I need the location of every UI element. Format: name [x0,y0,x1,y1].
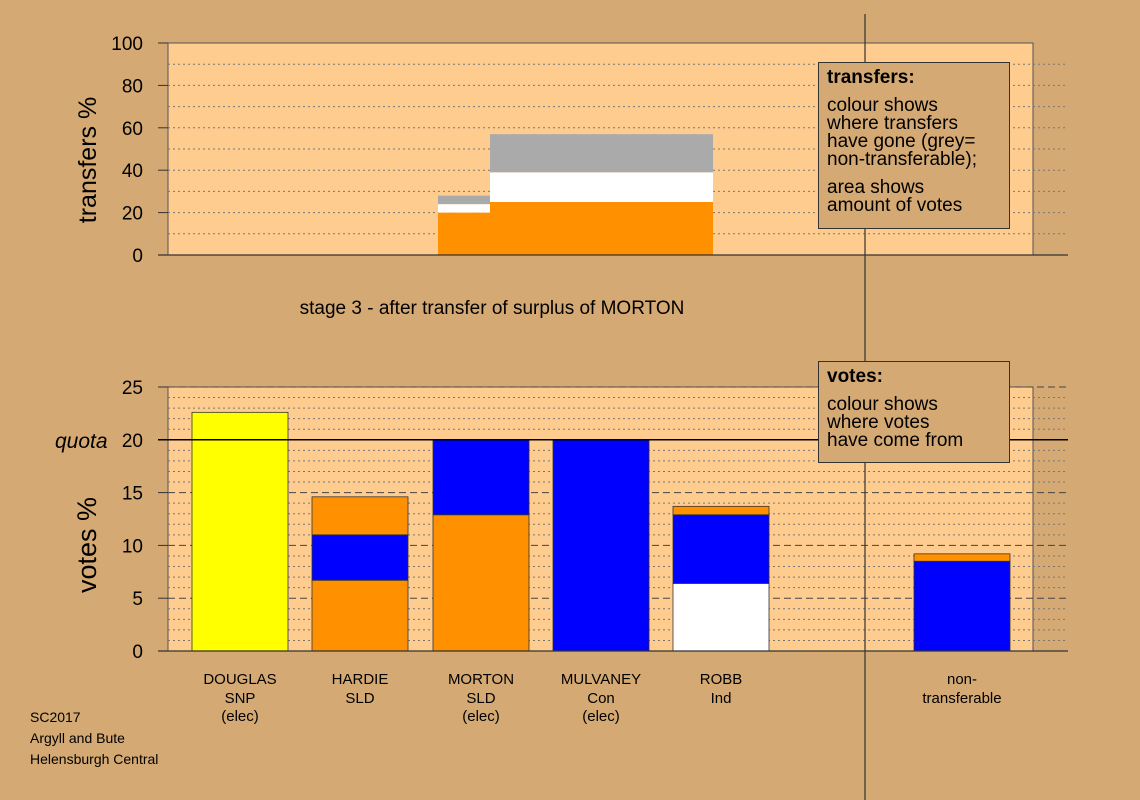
vote-segment-Con [432,439,530,516]
bottom-y-tick-label: 15 [122,484,143,505]
vote-segment-SLD [672,505,770,516]
vote-segment-Con [672,514,770,584]
votes-info-line: have come from [827,430,964,451]
candidate-party-label: SLD [345,690,374,707]
footer-election: SC2017 [30,709,81,725]
vote-segment-SLD [311,579,409,652]
vote-segment-SLD [913,553,1011,562]
bottom-y-axis-label: votes % [72,497,102,593]
candidate-name-label: ROBB [700,671,743,688]
candidate-party-label: Con [587,690,615,707]
top-y-tick-label: 80 [122,76,143,97]
candidate-status-label: (elec) [462,708,500,725]
transfers-info-line: where transfers [827,113,958,134]
footer-ward: Helensburgh Central [30,751,159,767]
candidate-status-label: (elec) [582,708,620,725]
candidate-name-label: HARDIE [332,671,389,688]
bottom-y-tick-label: 10 [122,536,143,557]
candidate-name-label: DOUGLAS [203,671,276,688]
top-y-axis-label: transfers % [74,97,102,223]
bottom-y-tick-label: 0 [132,642,143,663]
transfers-info-line: amount of votes [827,195,963,216]
votes-info-line: colour shows [827,394,938,415]
transfer-segment-non_transferable [490,134,713,173]
top-y-tick-label: 40 [122,161,143,182]
candidate-party-label: transferable [922,690,1001,707]
transfer-segment-SLD [490,202,713,255]
top-y-tick-label: 60 [122,119,143,140]
transfers-info-line: area shows [827,177,925,198]
stage-caption: stage 3 - after transfer of surplus of M… [300,298,685,319]
bottom-y-tick-label: 20 [122,431,143,452]
bottom-y-tick-label: 5 [132,589,143,610]
votes-info-line: where votes [827,412,930,433]
top-y-tick-label: 0 [132,246,143,267]
vote-segment-SLD [432,514,530,652]
top-y-tick-label: 20 [122,204,143,225]
transfer-segment-non_transferable [438,195,524,205]
candidate-status-label: (elec) [221,708,259,725]
vote-segment-Con [552,439,650,652]
vote-segment-Ind [672,583,770,652]
vote-segment-SNP [191,411,289,652]
candidate-name-label: MORTON [448,671,514,688]
transfers-info-line: non-transferable); [827,149,977,170]
candidate-party-label: SNP [225,690,256,707]
quota-label: quota [55,430,108,453]
votes-info-title: votes: [827,366,883,387]
transfers-info-title: transfers: [827,67,915,88]
candidate-party-label: SLD [466,690,495,707]
votes-info-box: votes: colour shows where votes have com… [818,361,1010,463]
top-y-tick-label: 100 [111,34,143,55]
candidate-name-label: MULVANEY [561,671,641,688]
vote-segment-Con [913,560,1011,652]
candidate-party-label: Ind [711,690,732,707]
vote-segment-SLD [311,496,409,536]
candidate-name-label: non- [947,671,977,688]
vote-segment-Con [311,534,409,581]
footer: SC2017 Argyll and Bute Helensburgh Centr… [30,707,158,770]
bottom-y-tick-label: 25 [122,378,143,399]
footer-council: Argyll and Bute [30,730,125,746]
transfers-info-box: transfers: colour shows where transfers … [818,62,1010,229]
transfer-segment-Ind [438,204,524,213]
transfers-info-line: colour shows [827,95,938,116]
transfers-info-line: have gone (grey= [827,131,976,152]
transfer-segment-Ind [490,172,713,202]
